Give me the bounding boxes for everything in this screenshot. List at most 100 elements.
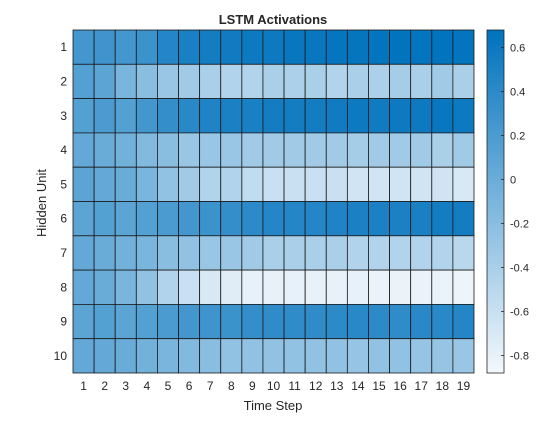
heatmap-cell — [157, 132, 179, 168]
heatmap-cell — [283, 201, 306, 237]
heatmap-cell — [262, 338, 285, 374]
heatmap-cell — [325, 235, 348, 271]
x-tick-label: 10 — [267, 379, 281, 393]
heatmap-cell — [452, 29, 475, 65]
colorbar-tick-label: -0.8 — [510, 350, 529, 362]
heatmap-cells — [72, 29, 475, 374]
heatmap-cell — [389, 201, 412, 237]
heatmap-cell — [93, 63, 116, 100]
heatmap-cell — [368, 132, 390, 168]
heatmap-cell — [346, 98, 369, 134]
heatmap-cell — [389, 303, 412, 340]
heatmap-cell — [346, 201, 369, 237]
heatmap-cell — [199, 132, 222, 168]
heatmap-cell — [220, 269, 243, 305]
heatmap-cell — [72, 166, 95, 202]
heatmap-cell — [283, 29, 306, 65]
heatmap-cell — [262, 132, 285, 168]
heatmap-cell — [199, 338, 222, 374]
heatmap-cell — [220, 235, 243, 271]
y-tick-label: 2 — [60, 74, 67, 88]
heatmap-cell — [431, 166, 454, 202]
heatmap-cell — [157, 269, 179, 305]
heatmap-cell — [368, 63, 390, 100]
heatmap-cell — [114, 166, 137, 202]
heatmap-cell — [93, 235, 116, 271]
heatmap-cell — [93, 269, 116, 305]
heatmap-cell — [368, 98, 390, 134]
heatmap-cell — [389, 235, 412, 271]
heatmap-cell — [431, 269, 454, 305]
heatmap-cell — [199, 303, 222, 340]
colorbar-tick-label: -0.4 — [510, 262, 529, 274]
heatmap-cell — [410, 303, 433, 340]
heatmap-cell — [72, 98, 95, 134]
heatmap-cell — [114, 201, 137, 237]
heatmap-cell — [93, 166, 116, 202]
heatmap-cell — [114, 303, 137, 340]
y-tick-label: 8 — [60, 280, 67, 294]
heatmap-cell — [304, 132, 327, 168]
x-tick-label: 5 — [165, 379, 172, 393]
heatmap-cell — [304, 63, 327, 100]
colorbar-tick-label: 0.6 — [510, 43, 525, 55]
heatmap-cell — [157, 63, 179, 100]
y-tick-label: 1 — [60, 40, 67, 54]
heatmap-cell — [72, 29, 95, 65]
x-tick-label: 14 — [351, 379, 365, 393]
heatmap-cell — [135, 132, 158, 168]
x-tick-label: 9 — [249, 379, 256, 393]
heatmap-cell — [262, 29, 285, 65]
heatmap-cell — [178, 269, 201, 305]
heatmap-cell — [72, 303, 95, 340]
heatmap-cell — [220, 132, 243, 168]
colorbar-tick-label: -0.2 — [510, 218, 529, 230]
heatmap-cell — [325, 29, 348, 65]
heatmap-cell — [452, 63, 475, 100]
heatmap-cell — [135, 201, 158, 237]
heatmap-cell — [178, 132, 201, 168]
heatmap-cell — [325, 338, 348, 374]
heatmap-cell — [346, 269, 369, 305]
heatmap-cell — [93, 303, 116, 340]
heatmap-cell — [178, 166, 201, 202]
heatmap-cell — [431, 201, 454, 237]
heatmap-cell — [346, 63, 369, 100]
heatmap-cell — [368, 269, 390, 305]
heatmap-cell — [368, 235, 390, 271]
y-tick-label: 5 — [60, 177, 67, 191]
heatmap-cell — [346, 29, 369, 65]
x-tick-label: 6 — [186, 379, 193, 393]
heatmap-cell — [93, 338, 116, 374]
heatmap-cell — [72, 235, 95, 271]
heatmap-cell — [452, 166, 475, 202]
heatmap-cell — [157, 201, 179, 237]
heatmap-cell — [389, 166, 412, 202]
x-tick-labels: 1 2 3 4 5 6 7 8 9 10 11 12 13 14 15 16 17 18 19 — [80, 379, 470, 393]
heatmap-cell — [157, 303, 179, 340]
heatmap-cell — [93, 98, 116, 134]
heatmap-cell — [283, 338, 306, 374]
heatmap-cell — [178, 98, 201, 134]
heatmap-cell — [199, 269, 222, 305]
heatmap-cell — [452, 235, 475, 271]
x-tick-label: 16 — [393, 379, 407, 393]
heatmap-cell — [431, 338, 454, 374]
heatmap-cell — [199, 166, 222, 202]
heatmap-cell — [262, 98, 285, 134]
heatmap-cell — [325, 166, 348, 202]
heatmap-cell — [135, 29, 158, 65]
heatmap-cell — [304, 201, 327, 237]
heatmap-cell — [283, 269, 306, 305]
heatmap-cell — [241, 63, 264, 100]
colorbar-tick-label: 0 — [510, 175, 516, 187]
heatmap-cell — [178, 201, 201, 237]
x-tick-label: 3 — [122, 379, 129, 393]
heatmap-cell — [72, 269, 95, 305]
heatmap-cell — [135, 235, 158, 271]
colorbar-tick-label: 0.2 — [510, 131, 525, 143]
heatmap-cell — [135, 269, 158, 305]
heatmap-cell — [241, 132, 264, 168]
